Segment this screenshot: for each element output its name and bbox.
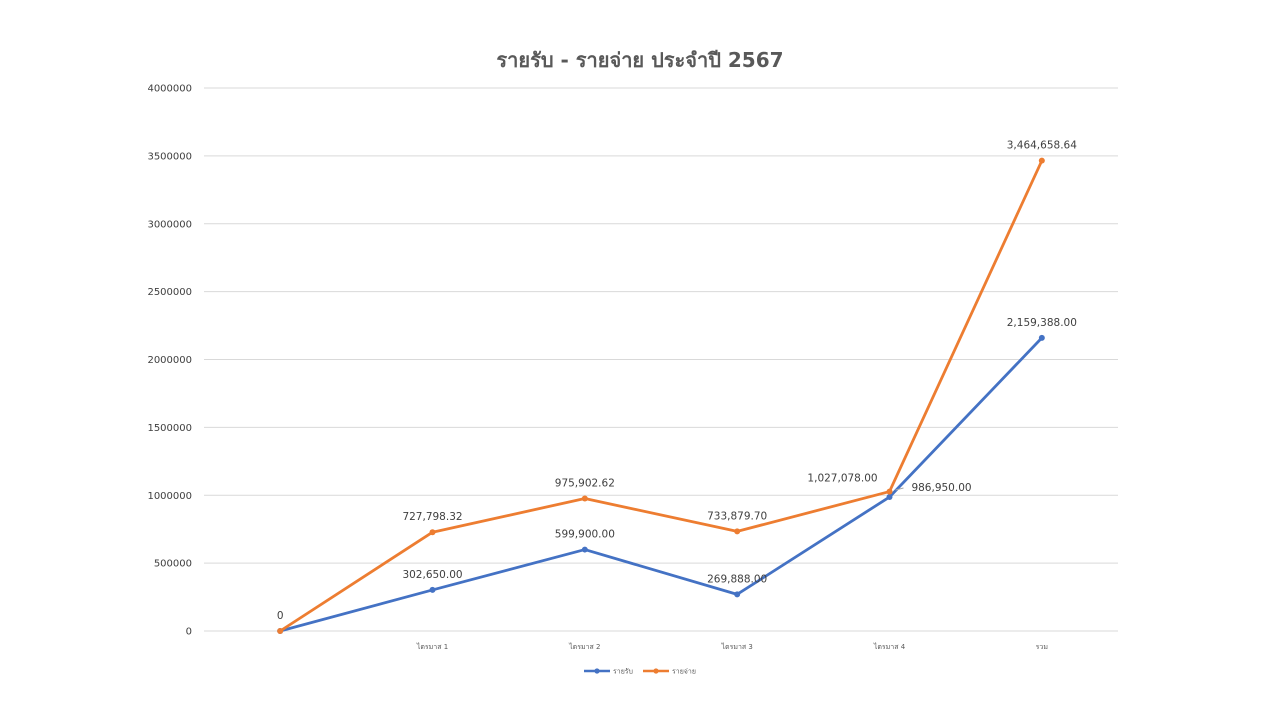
y-tick-label: 500000: [154, 559, 192, 570]
data-point: [1038, 157, 1045, 164]
y-axis: 0 500000 1000000 1500000 2000000 2500000 30000…: [147, 84, 192, 638]
data-point: [277, 628, 284, 634]
x-tick-label: รวม: [1036, 643, 1048, 651]
data-label: 0: [277, 610, 284, 622]
series-line-expense: [279, 160, 1044, 633]
data-label: 1,027,078.00: [807, 473, 877, 485]
data-point: [886, 494, 893, 501]
series-line-income: [279, 336, 1043, 633]
x-tick-label: ไตรมาส 2: [568, 642, 600, 651]
legend-label: รายรับ: [613, 668, 633, 676]
data-point: [734, 591, 741, 598]
gridlines: [204, 87, 1118, 632]
legend-marker: [594, 668, 600, 674]
data-point: [429, 529, 436, 536]
legend-item: รายรับ: [584, 668, 633, 676]
data-label: 975,902.62: [555, 478, 615, 490]
data-label: 599,900.00: [555, 529, 615, 541]
y-tick-label: 2500000: [147, 287, 192, 298]
y-tick-label: 4000000: [147, 84, 192, 95]
data-label: 269,888.00: [707, 573, 767, 585]
legend: รายรับ รายจ่าย: [584, 668, 696, 676]
leader-line: [895, 487, 904, 491]
data-point: [886, 488, 893, 495]
x-tick-label: ไตรมาส 1: [416, 642, 448, 651]
data-point: [581, 546, 588, 553]
data-point: [581, 495, 588, 502]
chart-title: รายรับ - รายจ่าย ประจำปี 2567: [496, 48, 783, 72]
x-axis: ไตรมาส 1 ไตรมาส 2 ไตรมาส 3 ไตรมาส 4 รวม: [416, 642, 1048, 651]
legend-label: รายจ่าย: [672, 668, 696, 676]
data-label: 2,159,388.00: [1007, 317, 1077, 329]
y-tick-label: 1000000: [147, 491, 192, 502]
legend-marker: [653, 668, 659, 674]
data-point: [734, 528, 741, 535]
y-tick-label: 1500000: [147, 423, 192, 434]
series-layer: [277, 157, 1045, 634]
data-label: 733,879.70: [707, 510, 767, 522]
y-tick-label: 0: [186, 627, 192, 638]
data-point: [429, 586, 436, 593]
x-tick-label: ไตรมาส 3: [721, 642, 753, 651]
data-label: 986,950.00: [911, 482, 971, 494]
data-label: 302,650.00: [402, 569, 462, 581]
y-tick-label: 3500000: [147, 151, 192, 162]
data-label: 727,798.32: [402, 511, 462, 523]
data-label: 3,464,658.64: [1007, 140, 1077, 152]
y-tick-label: 2000000: [147, 355, 192, 366]
data-point: [1038, 334, 1045, 341]
data-labels: 0 302,650.00 599,900.00 269,888.00 986,950.0…: [277, 140, 1077, 622]
x-tick-label: ไตรมาส 4: [873, 642, 906, 651]
legend-item: รายจ่าย: [643, 668, 696, 676]
y-tick-label: 3000000: [147, 219, 192, 230]
